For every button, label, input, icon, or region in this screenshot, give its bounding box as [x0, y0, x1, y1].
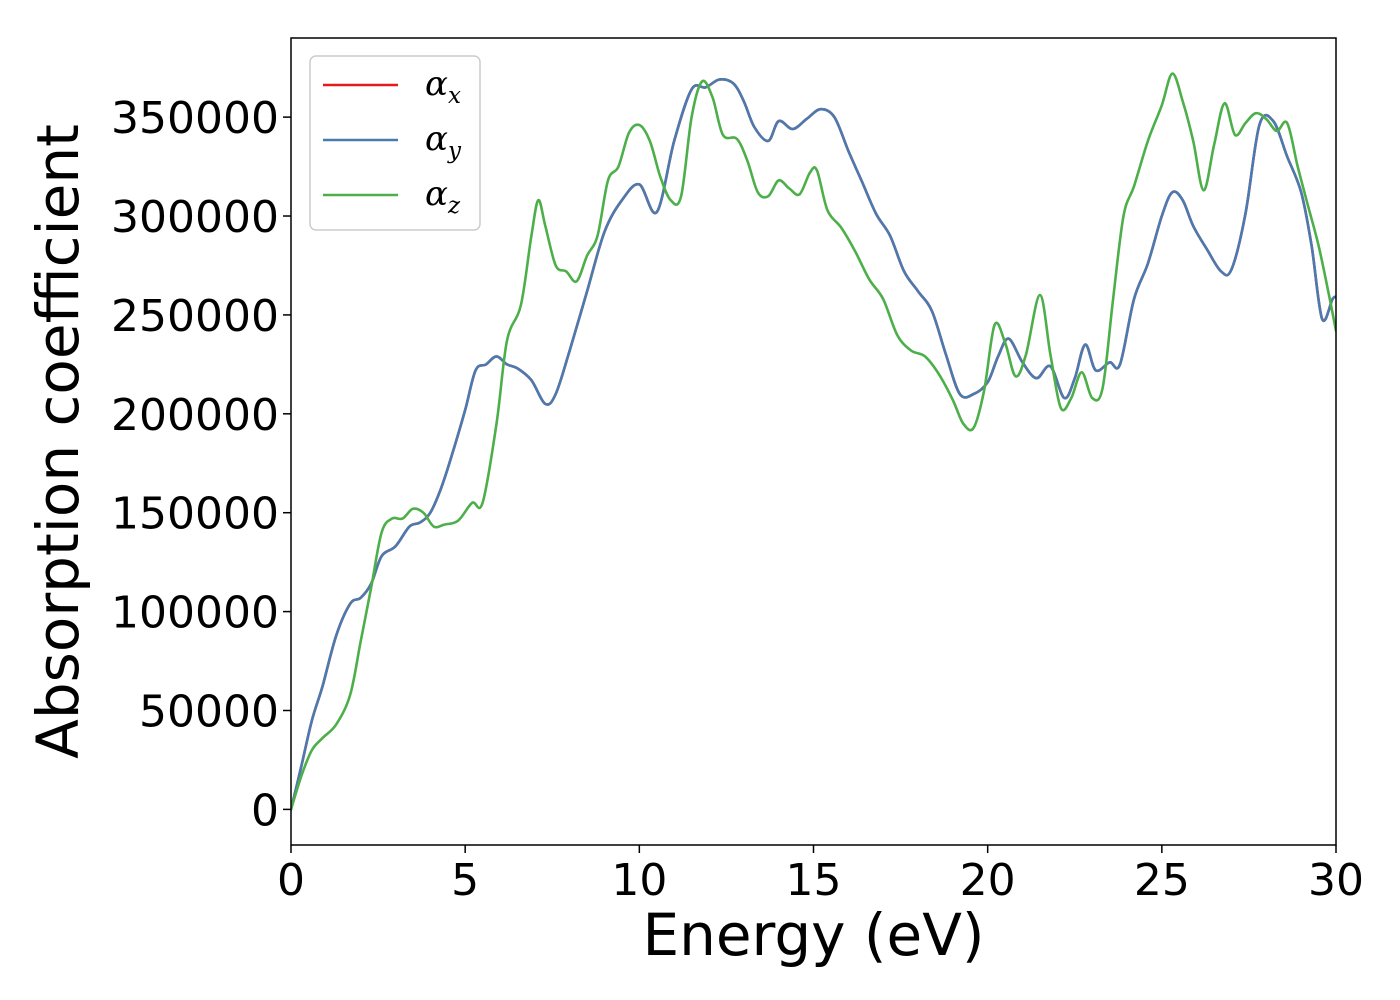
y-axis-title: Absorption coefficient — [24, 124, 92, 759]
tick-layer: 0 5 10 15 20 25 30 0 50000 100000 150000 200000 2500… — [111, 93, 1364, 906]
x-tick-label: 15 — [786, 855, 842, 906]
y-tick-label: 150000 — [111, 489, 279, 540]
legend-label-y: αy — [425, 119, 462, 164]
x-tick-label: 25 — [1134, 855, 1190, 906]
legend-box — [309, 55, 481, 231]
y-tick-label: 250000 — [111, 291, 279, 342]
x-tick-label: 0 — [277, 855, 305, 906]
y-tick-label: 50000 — [139, 687, 279, 738]
legend: αx αy αz — [309, 55, 481, 231]
y-tick-label: 200000 — [111, 390, 279, 441]
x-axis-title: Energy (eV) — [642, 901, 984, 969]
x-tick-label: 20 — [960, 855, 1016, 906]
y-tick-label: 100000 — [111, 588, 279, 639]
series-line-z — [291, 72, 1336, 811]
x-tick-label: 5 — [451, 855, 479, 906]
y-tick-label: 300000 — [111, 192, 279, 243]
x-tick-label: 10 — [611, 855, 667, 906]
y-tick-label: 350000 — [111, 93, 279, 144]
x-tick-label: 30 — [1308, 855, 1364, 906]
legend-label-z: αz — [425, 174, 461, 219]
y-tick-label: 0 — [251, 785, 279, 836]
series-line-y — [291, 78, 1336, 811]
legend-label-x: αx — [425, 64, 461, 109]
series-layer — [291, 72, 1336, 811]
